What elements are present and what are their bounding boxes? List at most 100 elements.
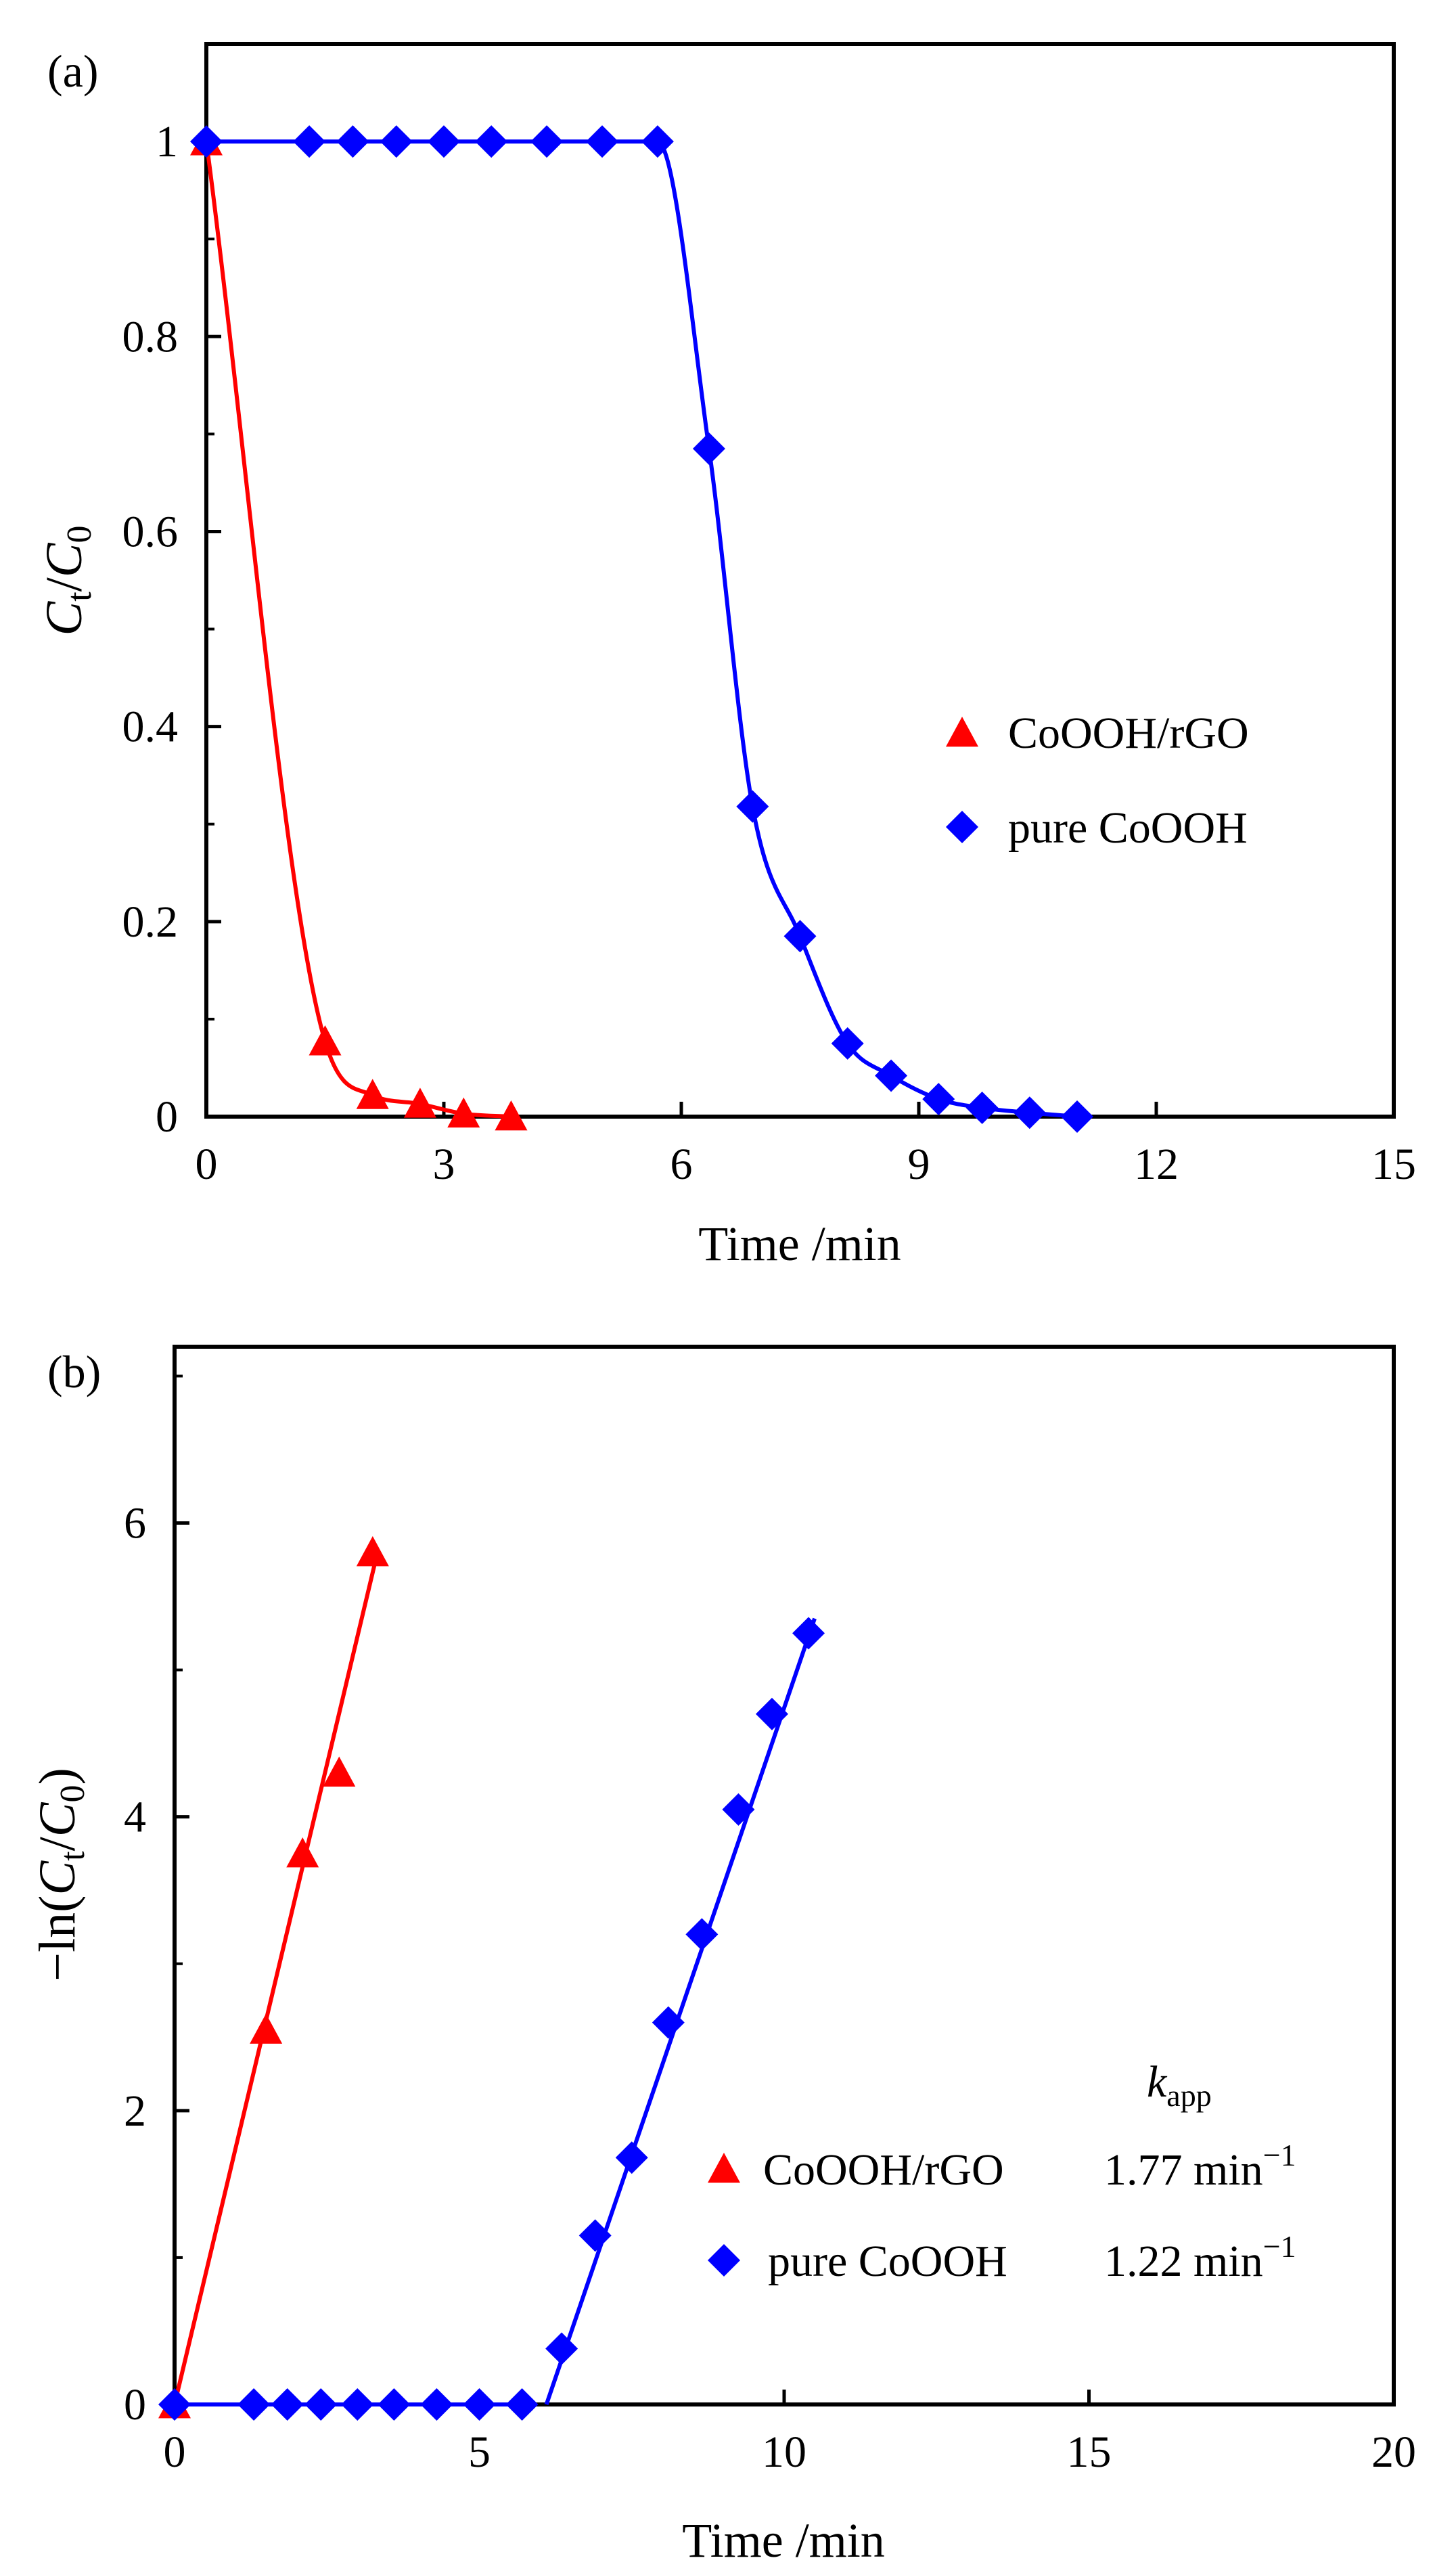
panel-a-ticks <box>204 43 1396 1119</box>
b-x-tick-label: 10 <box>762 2427 806 2477</box>
a-series-1-point <box>380 125 413 158</box>
b-series-0-fit-line <box>173 1559 378 2405</box>
panel-b-legend-rate-pure: 1.22 min−1 <box>1104 2229 1296 2286</box>
panel-b-x-tick-labels: 0 5 10 15 20 <box>164 2427 1417 2477</box>
a-series-0-point <box>356 1079 389 1109</box>
b-series-1-point <box>463 2388 496 2421</box>
a-series-1-point <box>293 125 326 158</box>
a-y-tick-label: 0.4 <box>122 702 179 752</box>
panel-b-legend-marker-rgo <box>708 2153 740 2183</box>
legend-diamond-marker <box>708 2244 740 2277</box>
a-series-0-curve <box>204 141 511 1119</box>
a-x-tick-label: 15 <box>1371 1140 1416 1189</box>
panel-b-legend-header: kapp <box>1147 2057 1212 2113</box>
panel-a-markers <box>190 125 1093 1133</box>
panel-b-ylabel-c0: C <box>29 1801 86 1837</box>
panel-b-ylabel-sub-0: 0 <box>53 1785 92 1803</box>
panel-b-legend-marker-pure <box>708 2244 740 2277</box>
a-series-1-point <box>736 790 769 823</box>
a-x-tick-label: 6 <box>670 1140 693 1189</box>
panel-b-legend-header-sub: app <box>1166 2078 1211 2113</box>
b-series-1-fit-line <box>544 1617 817 2405</box>
b-series-0-point <box>286 1837 319 1868</box>
b-series-1-point <box>545 2332 578 2365</box>
b-series-0-point <box>250 2013 283 2044</box>
panel-b-legend-header-k: k <box>1147 2057 1168 2107</box>
panel-b-legend-rate-rgo-exp: −1 <box>1263 2138 1296 2172</box>
a-series-0-point <box>309 1025 342 1056</box>
panel-a-ylabel-c: C <box>36 600 93 635</box>
panel-a-legend-label-rgo: CoOOH/rGO <box>1008 709 1249 758</box>
a-series-1-point <box>922 1083 955 1116</box>
panel-b-legend-rate-rgo: 1.77 min−1 <box>1104 2138 1296 2195</box>
b-series-1-point <box>505 2388 539 2421</box>
a-x-tick-label: 3 <box>433 1140 455 1189</box>
b-series-0-point <box>356 1536 389 1567</box>
legend-diamond-marker <box>946 811 978 843</box>
b-series-1-point <box>304 2388 338 2421</box>
panel-a-legend: CoOOH/rGO pure CoOOH <box>946 709 1249 853</box>
b-series-1-point <box>652 2006 685 2039</box>
panel-b-ylabel-sub-t: t <box>53 1851 92 1861</box>
panel-b-ylabel-c: C <box>29 1860 86 1896</box>
a-series-0-point <box>495 1100 528 1131</box>
panel-b-legend: kapp CoOOH/rGO 1.77 min−1 pure CoOOH 1.2… <box>708 2057 1296 2286</box>
a-series-1-point <box>586 125 618 158</box>
panel-b-legend-label-rgo: CoOOH/rGO <box>763 2145 1004 2195</box>
panel-b-legend-label-pure: pure CoOOH <box>768 2237 1007 2286</box>
panel-b-ylabel-slash: / <box>29 1836 86 1851</box>
panel-a-ylabel-c0: C <box>36 542 93 577</box>
b-y-tick-label: 4 <box>124 1793 146 1842</box>
a-series-1-point <box>1061 1100 1093 1133</box>
a-series-1-point <box>530 125 564 158</box>
panel-a-legend-marker-rgo <box>946 717 978 747</box>
a-series-1-point <box>692 432 725 465</box>
panel-b-legend-rate-pure-exp: −1 <box>1263 2229 1296 2264</box>
b-series-1-point <box>685 1918 719 1951</box>
a-series-1-point <box>831 1027 864 1060</box>
b-series-1-point <box>420 2388 453 2421</box>
b-series-1-point <box>271 2388 304 2421</box>
panel-a-label: (a) <box>47 45 98 97</box>
a-x-tick-label: 9 <box>908 1140 930 1189</box>
panel-a: (a) 0 3 6 9 12 15 0 0.2 0.4 0.6 0.8 1 Time /min Ct… <box>36 42 1416 1271</box>
b-series-1-point <box>792 1617 825 1650</box>
a-series-0-point <box>447 1097 480 1128</box>
panel-b-ylabel-suffix: ) <box>29 1768 86 1785</box>
panel-b-x-axis-label: Time /min <box>682 2513 884 2568</box>
a-series-1-point <box>1013 1096 1046 1129</box>
b-series-1-point <box>341 2388 374 2421</box>
legend-triangle-marker <box>946 717 978 747</box>
a-y-tick-label: 1 <box>156 117 178 166</box>
panel-b-markers <box>158 1536 825 2421</box>
panel-b-legend-rate-pure-value: 1.22 min <box>1104 2237 1263 2286</box>
panel-a-y-tick-labels: 0 0.2 0.4 0.6 0.8 1 <box>122 117 179 1142</box>
a-series-1-point <box>875 1059 908 1092</box>
a-y-tick-label: 0.2 <box>122 897 179 947</box>
b-series-1-point <box>158 2388 191 2421</box>
legend-triangle-marker <box>708 2153 740 2183</box>
a-series-1-point <box>965 1092 999 1125</box>
a-y-tick-label: 0.8 <box>122 312 179 361</box>
b-y-tick-label: 0 <box>124 2380 146 2430</box>
b-x-tick-label: 20 <box>1371 2427 1416 2477</box>
panel-a-x-axis-label: Time /min <box>698 1217 901 1271</box>
panel-b-legend-rate-rgo-value: 1.77 min <box>1104 2145 1263 2195</box>
b-x-tick-label: 15 <box>1067 2427 1112 2477</box>
b-series-1-point <box>615 2141 648 2174</box>
panel-a-y-axis-label: Ct/C0 <box>36 526 99 636</box>
a-series-1-point <box>190 125 223 158</box>
panel-a-legend-label-pure: pure CoOOH <box>1008 803 1248 853</box>
b-x-tick-label: 5 <box>468 2427 491 2477</box>
panel-b-y-axis-label: −ln(Ct/C0) <box>29 1768 92 1981</box>
a-y-tick-label: 0 <box>156 1092 178 1142</box>
panel-b-ylabel-prefix: −ln( <box>29 1896 86 1981</box>
panel-b-y-tick-labels: 0 2 4 6 <box>124 1499 146 2430</box>
panel-a-plot-frame <box>204 42 1396 1119</box>
panel-a-ylabel-slash: / <box>36 577 93 591</box>
panel-a-ylabel-sub-t: t <box>60 591 99 602</box>
b-x-tick-label: 0 <box>164 2427 186 2477</box>
